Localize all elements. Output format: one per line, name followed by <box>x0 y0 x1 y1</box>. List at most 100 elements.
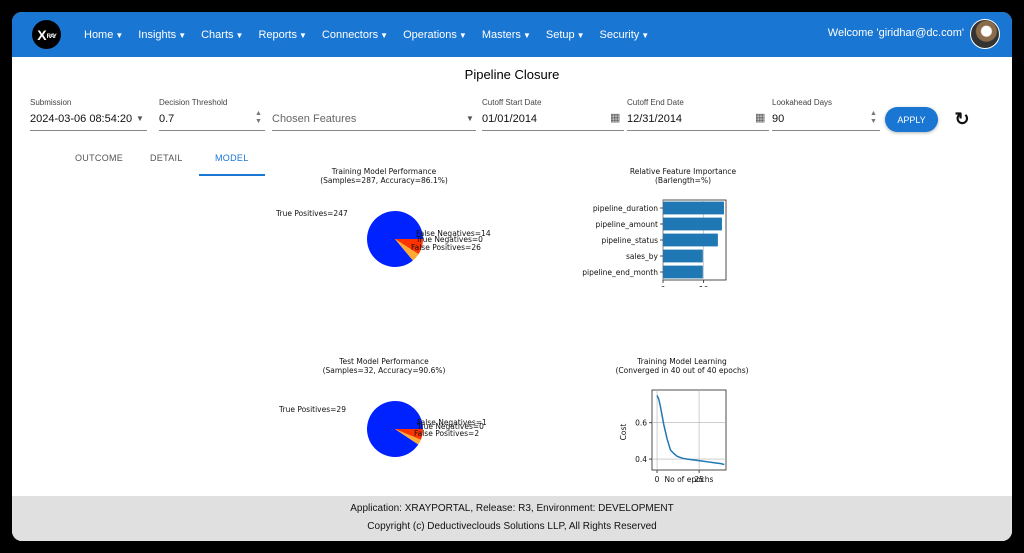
pie-slice-fp <box>395 239 423 255</box>
caret-down-icon: ▼ <box>380 30 389 40</box>
footer: Application: XRAYPORTAL, Release: R3, En… <box>12 496 1012 541</box>
pie-slice-fn <box>395 239 419 261</box>
welcome-text: Welcome 'giridhar@dc.com' <box>827 27 964 39</box>
features-select[interactable]: Chosen Features <box>272 113 357 125</box>
threshold-field[interactable]: Decision Threshold 0.7 ▲ ▼ <box>159 98 265 131</box>
logo-main: X <box>37 26 46 43</box>
y-tick-label: pipeline_duration <box>593 204 658 213</box>
lookahead-field[interactable]: Lookahead Days 90 ▲ ▼ <box>772 98 880 131</box>
x-tick-label: 0 <box>661 285 666 287</box>
training-performance-chart: Training Model Performance (Samples=287,… <box>274 162 514 282</box>
pie-label-tp: True Positives=29 <box>278 405 346 414</box>
pie-label-tn: True Negatives=0 <box>415 235 483 244</box>
pie-label-tn: True Negatives=0 <box>416 422 484 431</box>
nav-charts[interactable]: Charts ▼ <box>201 28 244 41</box>
x-tick-label: 10 <box>699 285 709 287</box>
y-tick-label: pipeline_amount <box>596 220 659 229</box>
x-tick-label: 25 <box>694 475 704 484</box>
cutoff-start-input[interactable]: 01/01/2014 <box>482 113 538 125</box>
nav-masters[interactable]: Masters ▼ <box>481 28 531 41</box>
x-axis-label: No of epochs <box>665 475 714 484</box>
nav-setup[interactable]: Setup ▼ <box>545 28 585 41</box>
dropdown-arrow-icon[interactable]: ▼ <box>466 114 474 123</box>
test-performance-chart: Test Model Performance (Samples=32, Accu… <box>274 352 514 472</box>
dropdown-arrow-icon[interactable]: ▼ <box>136 114 144 123</box>
user-avatar[interactable] <box>970 19 1000 49</box>
pie-label-fp: False Positives=26 <box>411 243 481 252</box>
active-tab-indicator <box>199 174 265 176</box>
y-tick-label: 0.6 <box>635 419 647 428</box>
xray-logo[interactable]: X RAY <box>32 20 61 49</box>
cutoff-start-field[interactable]: Cutoff Start Date 01/01/2014 ▦ <box>482 98 624 131</box>
lookahead-input[interactable]: 90 <box>772 113 785 125</box>
stepper-icon[interactable]: ▲ ▼ <box>870 110 877 125</box>
tab-model[interactable]: MODEL <box>215 153 249 163</box>
nav-connectors[interactable]: Connectors ▼ <box>321 28 389 41</box>
caret-down-icon: ▼ <box>641 30 650 40</box>
app-window: X RAY Home ▼ Insights ▼ Charts ▼ Reports ▼ Co… <box>12 12 1012 541</box>
plot-frame <box>651 389 727 471</box>
chart-subtitle: (Samples=287, Accuracy=86.1%) <box>320 176 448 185</box>
nav-security[interactable]: Security ▼ <box>599 28 650 41</box>
learning-curve-chart: Training Model Learning (Converged in 40… <box>602 352 772 487</box>
refresh-icon[interactable]: ↻ <box>954 109 970 129</box>
footer-app-info: Application: XRAYPORTAL, Release: R3, En… <box>350 503 674 514</box>
y-tick-label: sales_by <box>626 252 659 261</box>
y-axis-label: Cost <box>619 424 628 441</box>
logo-small: RAY <box>46 33 57 40</box>
chart-subtitle: (Barlength=%) <box>655 176 711 185</box>
nav-home[interactable]: Home ▼ <box>84 28 124 41</box>
submission-value[interactable]: 2024-03-06 08:54:20 <box>30 113 133 125</box>
bar-sales_by <box>663 249 703 263</box>
chart-title: Relative Feature Importance <box>630 167 737 176</box>
y-tick-label: pipeline_end_month <box>582 268 658 277</box>
cutoff-end-label: Cutoff End Date <box>627 98 684 107</box>
page-title: Pipeline Closure <box>464 67 560 82</box>
bar-pipeline_end_month <box>663 265 703 279</box>
submission-field[interactable]: Submission 2024-03-06 08:54:20 ▼ <box>30 98 147 131</box>
submission-label: Submission <box>30 98 72 107</box>
apply-button[interactable]: APPLY <box>885 107 938 132</box>
lookahead-label: Lookahead Days <box>772 98 833 107</box>
nav-insights[interactable]: Insights ▼ <box>138 28 187 41</box>
chart-subtitle: (Converged in 40 out of 40 epochs) <box>615 366 748 375</box>
nav-reports[interactable]: Reports ▼ <box>258 28 307 41</box>
footer-copyright: Copyright (c) Deductiveclouds Solutions … <box>367 521 657 532</box>
nav-menu: Home ▼ Insights ▼ Charts ▼ Reports ▼ Connect… <box>84 12 664 57</box>
chart-title: Training Model Learning <box>636 357 727 366</box>
caret-down-icon: ▼ <box>235 30 244 40</box>
feature-importance-chart: Relative Feature Importance (Barlength=%… <box>552 162 742 287</box>
pie-label-fn: False Negatives=14 <box>416 229 491 238</box>
pie-label-fp: False Positives=2 <box>414 429 479 438</box>
bar-pipeline_amount <box>663 217 722 231</box>
nav-operations[interactable]: Operations ▼ <box>403 28 467 41</box>
bar-pipeline_duration <box>663 201 724 215</box>
tab-detail[interactable]: DETAIL <box>150 153 183 163</box>
pie-label-fn: False Negatives=1 <box>417 418 487 427</box>
pie-label-tp: True Positives=247 <box>275 209 348 218</box>
chart-title: Training Model Performance <box>331 167 437 176</box>
pie-slice-fp <box>395 429 423 440</box>
cost-line <box>656 395 725 466</box>
y-tick-label: pipeline_status <box>601 236 658 245</box>
tab-outcome[interactable]: OUTCOME <box>75 153 124 163</box>
pie-slice-fn <box>395 429 421 445</box>
chart-subtitle: (Samples=32, Accuracy=90.6%) <box>323 366 446 375</box>
calendar-icon[interactable]: ▦ <box>610 112 621 124</box>
calendar-icon[interactable]: ▦ <box>755 112 766 124</box>
caret-down-icon: ▼ <box>458 30 467 40</box>
cutoff-start-label: Cutoff Start Date <box>482 98 542 107</box>
threshold-input[interactable]: 0.7 <box>159 113 175 125</box>
chart-title: Test Model Performance <box>338 357 429 366</box>
threshold-label: Decision Threshold <box>159 98 228 107</box>
y-tick-label: 0.4 <box>635 455 647 464</box>
caret-down-icon: ▼ <box>115 30 124 40</box>
cutoff-end-field[interactable]: Cutoff End Date 12/31/2014 ▦ <box>627 98 769 131</box>
stepper-icon[interactable]: ▲ ▼ <box>255 110 262 125</box>
cutoff-end-input[interactable]: 12/31/2014 <box>627 113 683 125</box>
caret-down-icon: ▼ <box>178 30 187 40</box>
caret-down-icon: ▼ <box>576 30 585 40</box>
pie-slice-tp <box>367 211 423 267</box>
x-tick-label: 0 <box>655 475 660 484</box>
caret-down-icon: ▼ <box>522 30 531 40</box>
